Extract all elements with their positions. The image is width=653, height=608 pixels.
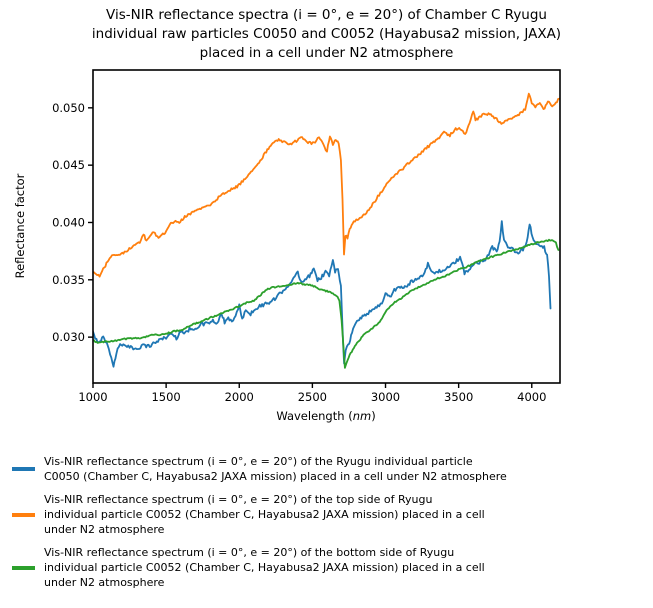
title-line-2: individual raw particles C0050 and C0052…	[91, 26, 562, 42]
x-tick-label: 1000	[78, 390, 107, 404]
x-tick-label: 2500	[298, 390, 327, 404]
title-line-3: placed in a cell under N2 atmosphere	[199, 45, 454, 61]
y-tick-label: 0.035	[52, 273, 85, 287]
x-tick-label: 1500	[151, 390, 180, 404]
legend-line-swatch	[12, 512, 35, 517]
y-tick-label: 0.040	[52, 215, 85, 229]
wavelength-unit-italic: nm	[353, 409, 372, 423]
legend-entry-2: Vis-NIR reflectance spectrum (i = 0°, e …	[12, 492, 653, 537]
legend: Vis-NIR reflectance spectrum (i = 0°, e …	[0, 454, 653, 598]
x-tick-label: 3000	[371, 390, 400, 404]
series-line-c0052-bottom-side	[93, 238, 560, 369]
figure-title: Vis-NIR reflectance spectra (i = 0°, e =…	[0, 6, 653, 63]
x-axis-label-suffix: )	[371, 409, 376, 423]
legend-line-swatch	[12, 467, 35, 471]
series-line-c0050	[93, 220, 552, 368]
y-tick-label: 0.045	[52, 158, 85, 172]
plot-area-border	[92, 69, 561, 384]
x-tick-label: 3500	[444, 390, 473, 404]
legend-line-swatch	[12, 565, 35, 570]
title-line-1: Vis-NIR reflectance spectra (i = 0°, e =…	[106, 7, 547, 23]
series-line-c0052-top-side	[93, 92, 560, 278]
plot-svg: 1000 1500 2000 2500 3000 3500 4000 0.030 0.035 0.…	[13, 69, 561, 423]
x-axis-label-prefix: Wavelength (	[276, 409, 352, 423]
legend-entry-1: Vis-NIR reflectance spectrum (i = 0°, e …	[12, 454, 653, 484]
legend-entry-text: Vis-NIR reflectance spectrum (i = 0°, e …	[44, 493, 485, 536]
legend-entry-3: Vis-NIR reflectance spectrum (i = 0°, e …	[12, 545, 653, 590]
x-tick-label: 4000	[517, 390, 546, 404]
x-axis-label: Wavelength (nm)	[276, 409, 375, 423]
x-tick-label: 2000	[225, 390, 254, 404]
y-tick-label: 0.030	[52, 330, 85, 344]
y-axis-label: Reflectance factor	[13, 173, 27, 278]
legend-entry-text: Vis-NIR reflectance spectrum (i = 0°, e …	[44, 455, 507, 483]
y-tick-label: 0.050	[52, 101, 85, 115]
legend-entry-text: Vis-NIR reflectance spectrum (i = 0°, e …	[44, 546, 485, 589]
